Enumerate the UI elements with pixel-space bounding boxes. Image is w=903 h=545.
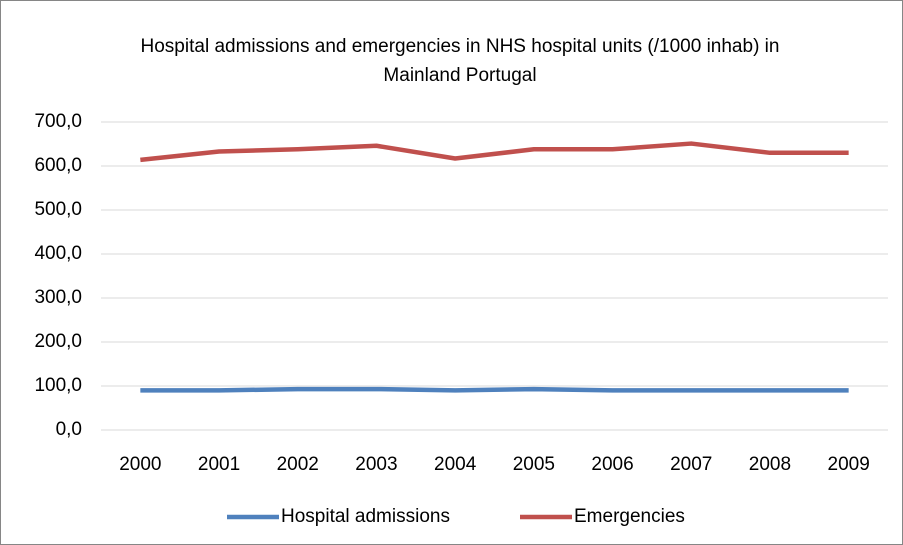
y-tick-label: 600,0 (34, 155, 82, 176)
x-tick-label: 2001 (198, 454, 240, 475)
x-tick-label: 2006 (591, 454, 633, 475)
x-tick-label: 2005 (513, 454, 555, 475)
y-tick-label: 0,0 (56, 419, 82, 440)
y-tick-label: 300,0 (34, 287, 82, 308)
y-tick-label: 200,0 (34, 331, 82, 352)
y-tick-label: 100,0 (34, 375, 82, 396)
y-tick-label: 700,0 (34, 111, 82, 132)
legend-label: Emergencies (574, 506, 685, 527)
y-tick-label: 500,0 (34, 199, 82, 220)
series-line (140, 141, 849, 163)
x-tick-label: 2004 (434, 454, 477, 475)
legend-label: Hospital admissions (281, 506, 450, 527)
x-tick-label: 2008 (749, 454, 791, 475)
series-line (140, 386, 849, 393)
x-tick-label: 2000 (119, 454, 161, 475)
chart-title: Hospital admissions and emergencies in N… (140, 36, 780, 86)
x-tick-label: 2007 (670, 454, 712, 475)
x-tick-label: 2003 (355, 454, 397, 475)
y-tick-label: 400,0 (34, 243, 82, 264)
x-tick-label: 2002 (277, 454, 319, 475)
x-tick-label: 2009 (828, 454, 870, 475)
